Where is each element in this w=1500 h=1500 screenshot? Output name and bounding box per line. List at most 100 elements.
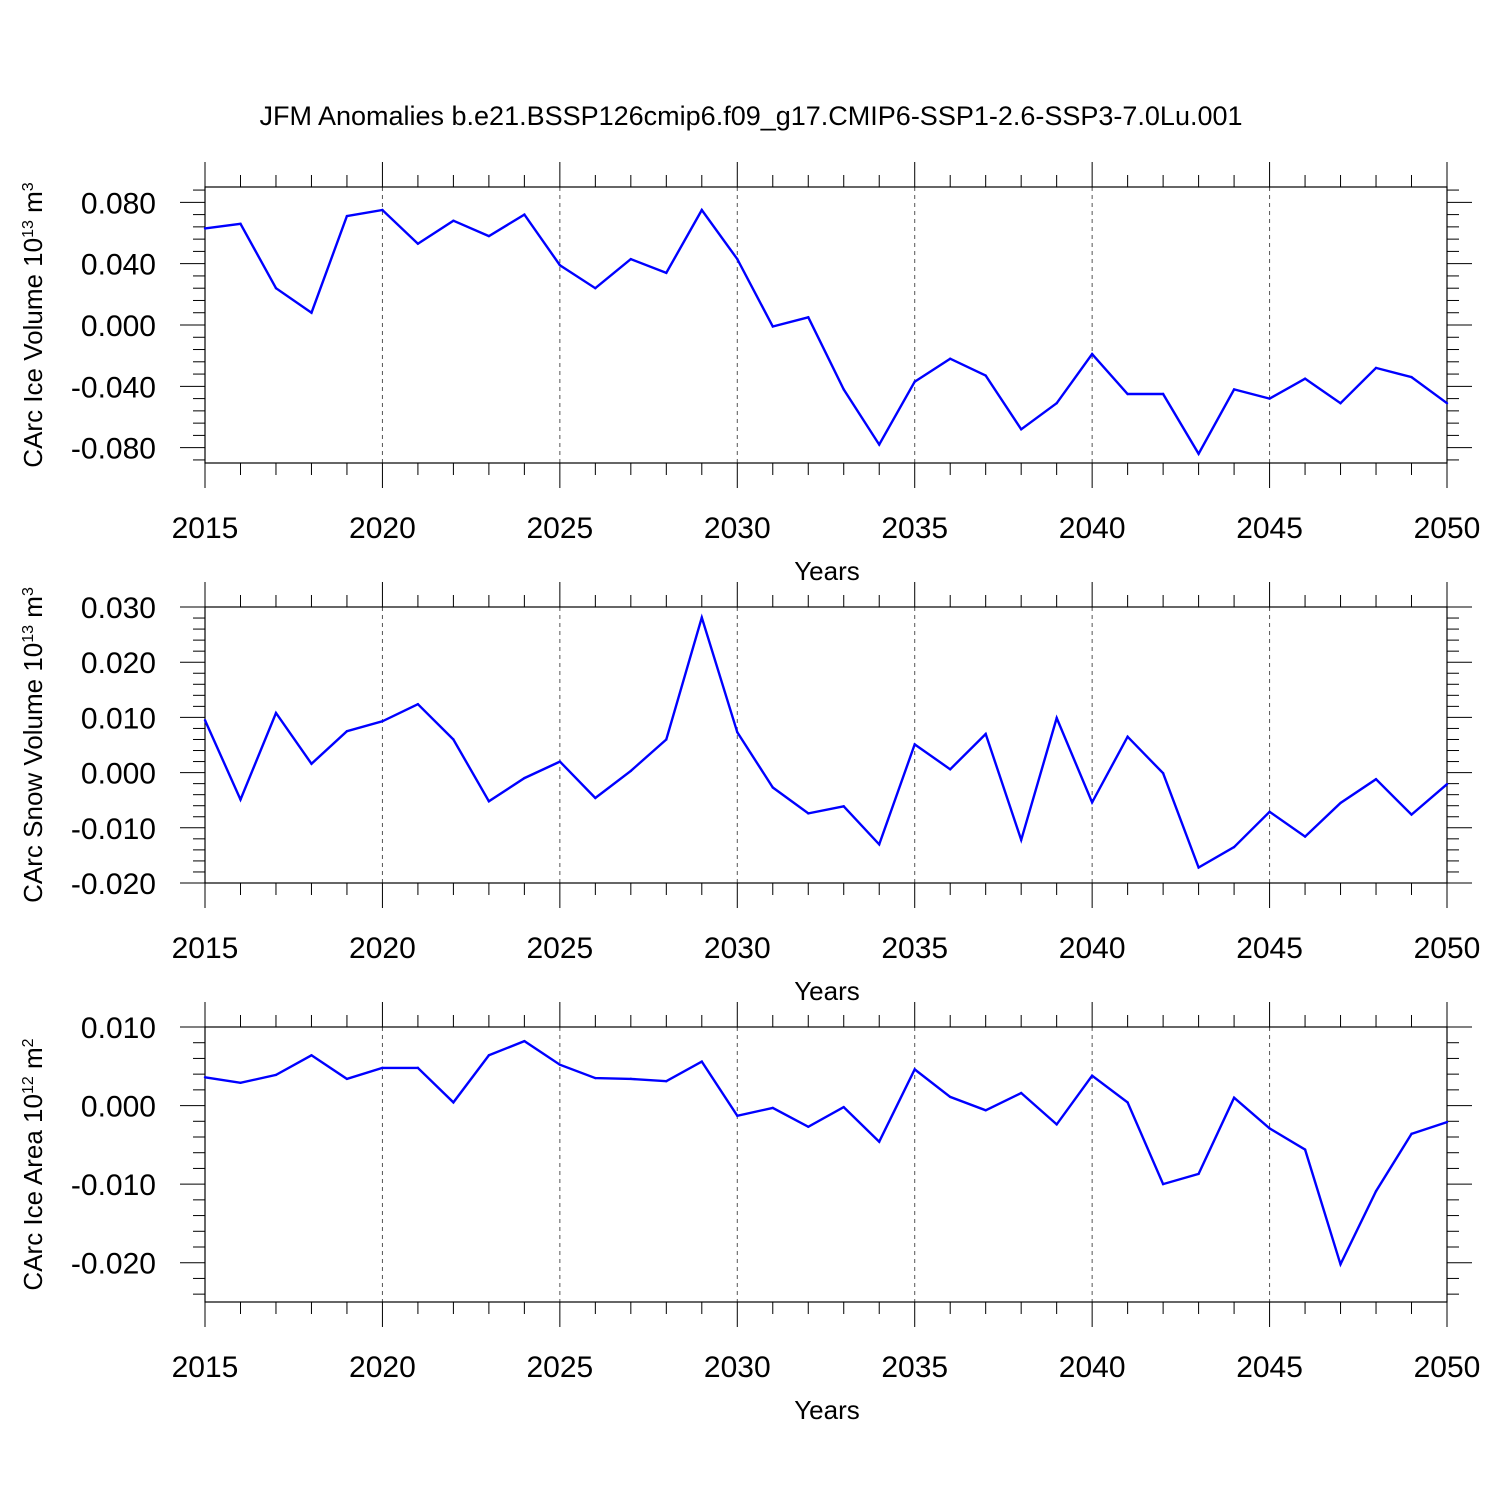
y-axis-label-text: m (18, 191, 48, 220)
data-point (1232, 1096, 1236, 1099)
data-point (1161, 1182, 1165, 1186)
data-point (274, 1073, 278, 1077)
data-point (1232, 845, 1236, 849)
data-point (807, 316, 810, 319)
data-point (913, 380, 916, 383)
y-tick-label: 0.080 (81, 187, 156, 220)
data-point (1410, 1132, 1413, 1136)
data-point (771, 325, 774, 328)
x-tick-label: 2035 (881, 932, 948, 965)
y-axis-label: CArc Snow Volume 1013 m3 (18, 587, 48, 903)
data-point (700, 616, 703, 619)
data-point (984, 1109, 987, 1112)
y-axis-label: CArc Ice Volume 1013 m3 (18, 182, 48, 467)
plot-frame (204, 606, 1448, 884)
data-point (629, 257, 633, 261)
data-point (1197, 866, 1200, 869)
plot-frame (204, 186, 1448, 464)
data-point (1126, 735, 1129, 738)
data-point (1126, 392, 1129, 396)
data-point (523, 1039, 526, 1043)
series-line (204, 207, 1448, 457)
data-point (984, 732, 987, 736)
x-tick-label: 2030 (704, 932, 771, 965)
data-point (203, 1076, 207, 1079)
data-point (1339, 801, 1342, 805)
data-point (1445, 1120, 1449, 1124)
x-tick-label: 2050 (1414, 512, 1481, 545)
data-point (274, 711, 278, 715)
data-point (558, 1063, 562, 1066)
data-point (345, 1077, 349, 1081)
y-axis-label-superscript: 3 (20, 587, 37, 596)
data-point (807, 812, 810, 815)
data-point (629, 769, 633, 773)
y-axis-label-text: CArc Snow Volume 10 (18, 643, 48, 903)
data-point (1303, 377, 1307, 380)
data-point (1090, 801, 1094, 804)
data-point (700, 1060, 703, 1063)
data-point (913, 1068, 916, 1071)
y-tick-label: 0.000 (81, 310, 156, 343)
data-point (736, 257, 739, 261)
data-point (381, 720, 384, 723)
data-point (239, 798, 242, 801)
data-point (523, 213, 526, 216)
x-axis-label: Years (794, 1395, 860, 1425)
x-tick-label: 2045 (1236, 932, 1303, 965)
figure-title: JFM Anomalies b.e21.BSSP126cmip6.f09_g17… (259, 101, 1242, 131)
data-point (594, 287, 597, 290)
data-point (203, 227, 207, 230)
y-tick-label: 0.000 (81, 758, 156, 791)
y-tick-label: 0.040 (81, 249, 156, 282)
y-axis-label-text: CArc Ice Volume 10 (18, 238, 48, 468)
data-point (878, 443, 881, 446)
data-point (949, 768, 952, 771)
data-point (381, 1066, 384, 1070)
data-point (1268, 397, 1271, 400)
data-point (558, 264, 562, 267)
data-point (487, 1054, 491, 1057)
data-point (1339, 402, 1342, 405)
data-point (807, 1125, 810, 1128)
data-point (665, 1080, 668, 1083)
y-tick-label: -0.020 (71, 868, 156, 901)
data-point (1090, 352, 1094, 356)
data-point (1232, 388, 1236, 391)
data-point (1410, 375, 1413, 379)
y-axis-label-superscript: 2 (20, 1038, 37, 1047)
data-point (878, 1140, 881, 1143)
x-axis-label: Years (794, 976, 860, 1006)
y-tick-label: -0.040 (71, 371, 156, 404)
data-point (1197, 1172, 1200, 1176)
data-point (523, 776, 526, 780)
data-point (487, 234, 491, 238)
data-point (1303, 835, 1307, 838)
data-point (1126, 1101, 1129, 1104)
data-point (1197, 452, 1200, 455)
panel-2: -0.020 -0.010 0.000 0.010 0.020 0.030 2015 2020… (18, 582, 1480, 1006)
y-axis-label-superscript: 3 (20, 182, 37, 191)
y-tick-label: -0.020 (71, 1248, 156, 1281)
data-point (665, 738, 668, 741)
data-point (345, 214, 349, 218)
data-point (1019, 1091, 1023, 1095)
y-axis-label-superscript: 13 (20, 625, 37, 643)
x-tick-label: 2025 (526, 512, 593, 545)
data-point (452, 219, 455, 222)
y-tick-label: 0.000 (81, 1091, 156, 1124)
data-point (416, 1066, 420, 1070)
plot-frame (204, 1026, 1448, 1303)
y-tick-label: -0.080 (71, 433, 156, 466)
data-point (1374, 1190, 1378, 1193)
data-point (239, 222, 242, 225)
data-point (1410, 813, 1413, 816)
data-point (1303, 1148, 1307, 1151)
data-point (629, 1077, 633, 1081)
x-tick-label: 2015 (172, 932, 239, 965)
y-tick-label: 0.010 (81, 1012, 156, 1045)
x-tick-label: 2045 (1236, 1351, 1303, 1384)
x-tick-label: 2040 (1059, 932, 1126, 965)
y-axis-label-text: m (18, 596, 48, 625)
